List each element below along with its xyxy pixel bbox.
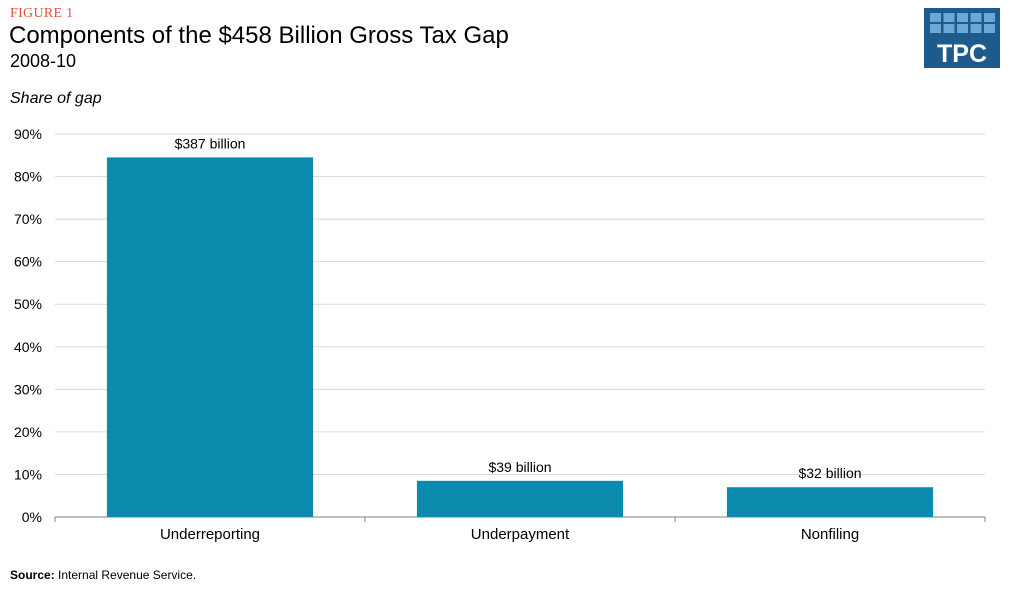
logo-tile [943,24,955,33]
y-tick-label: 70% [14,211,42,227]
y-tick-label: 20% [14,424,42,440]
data-label: $39 billion [488,459,551,475]
bar [416,480,624,517]
logo-tile [957,24,968,33]
chart-title: Components of the $458 Billion Gross Tax… [9,22,509,49]
logo-tile [984,13,995,22]
logo-tile [984,24,995,33]
logo-tile [930,24,941,33]
y-tick-label: 0% [22,509,42,525]
logo-tile [957,13,968,22]
y-tick-label: 40% [14,339,42,355]
y-tick-label: 80% [14,169,42,185]
logo-tile [930,13,941,22]
x-tick-label: Underreporting [160,526,260,543]
y-axis-label: Share of gap [10,90,102,107]
y-tick-label: 60% [14,254,42,270]
y-tick-label: 30% [14,381,42,397]
data-label: $387 billion [175,135,246,151]
chart-subtitle: 2008-10 [10,51,77,71]
figure-label: FIGURE 1 [10,6,74,21]
logo-tile [970,13,982,22]
y-tick-label: 90% [14,126,42,142]
logo-text: TPC [937,40,987,68]
bar [106,157,314,517]
data-label: $32 billion [798,465,861,481]
source-note: Source: Internal Revenue Service. [10,568,196,582]
logo-tile [970,24,982,33]
x-tick-label: Underpayment [471,526,570,543]
x-tick-label: Nonfiling [801,526,859,543]
source-text: Internal Revenue Service. [58,568,197,582]
y-tick-label: 10% [14,466,42,482]
source-label: Source: [10,568,55,582]
tpc-logo-graphic: TPC [930,13,995,68]
bar [726,487,934,517]
tpc-logo: TPC [924,8,1000,68]
logo-tile [943,13,955,22]
y-tick-label: 50% [14,296,42,312]
